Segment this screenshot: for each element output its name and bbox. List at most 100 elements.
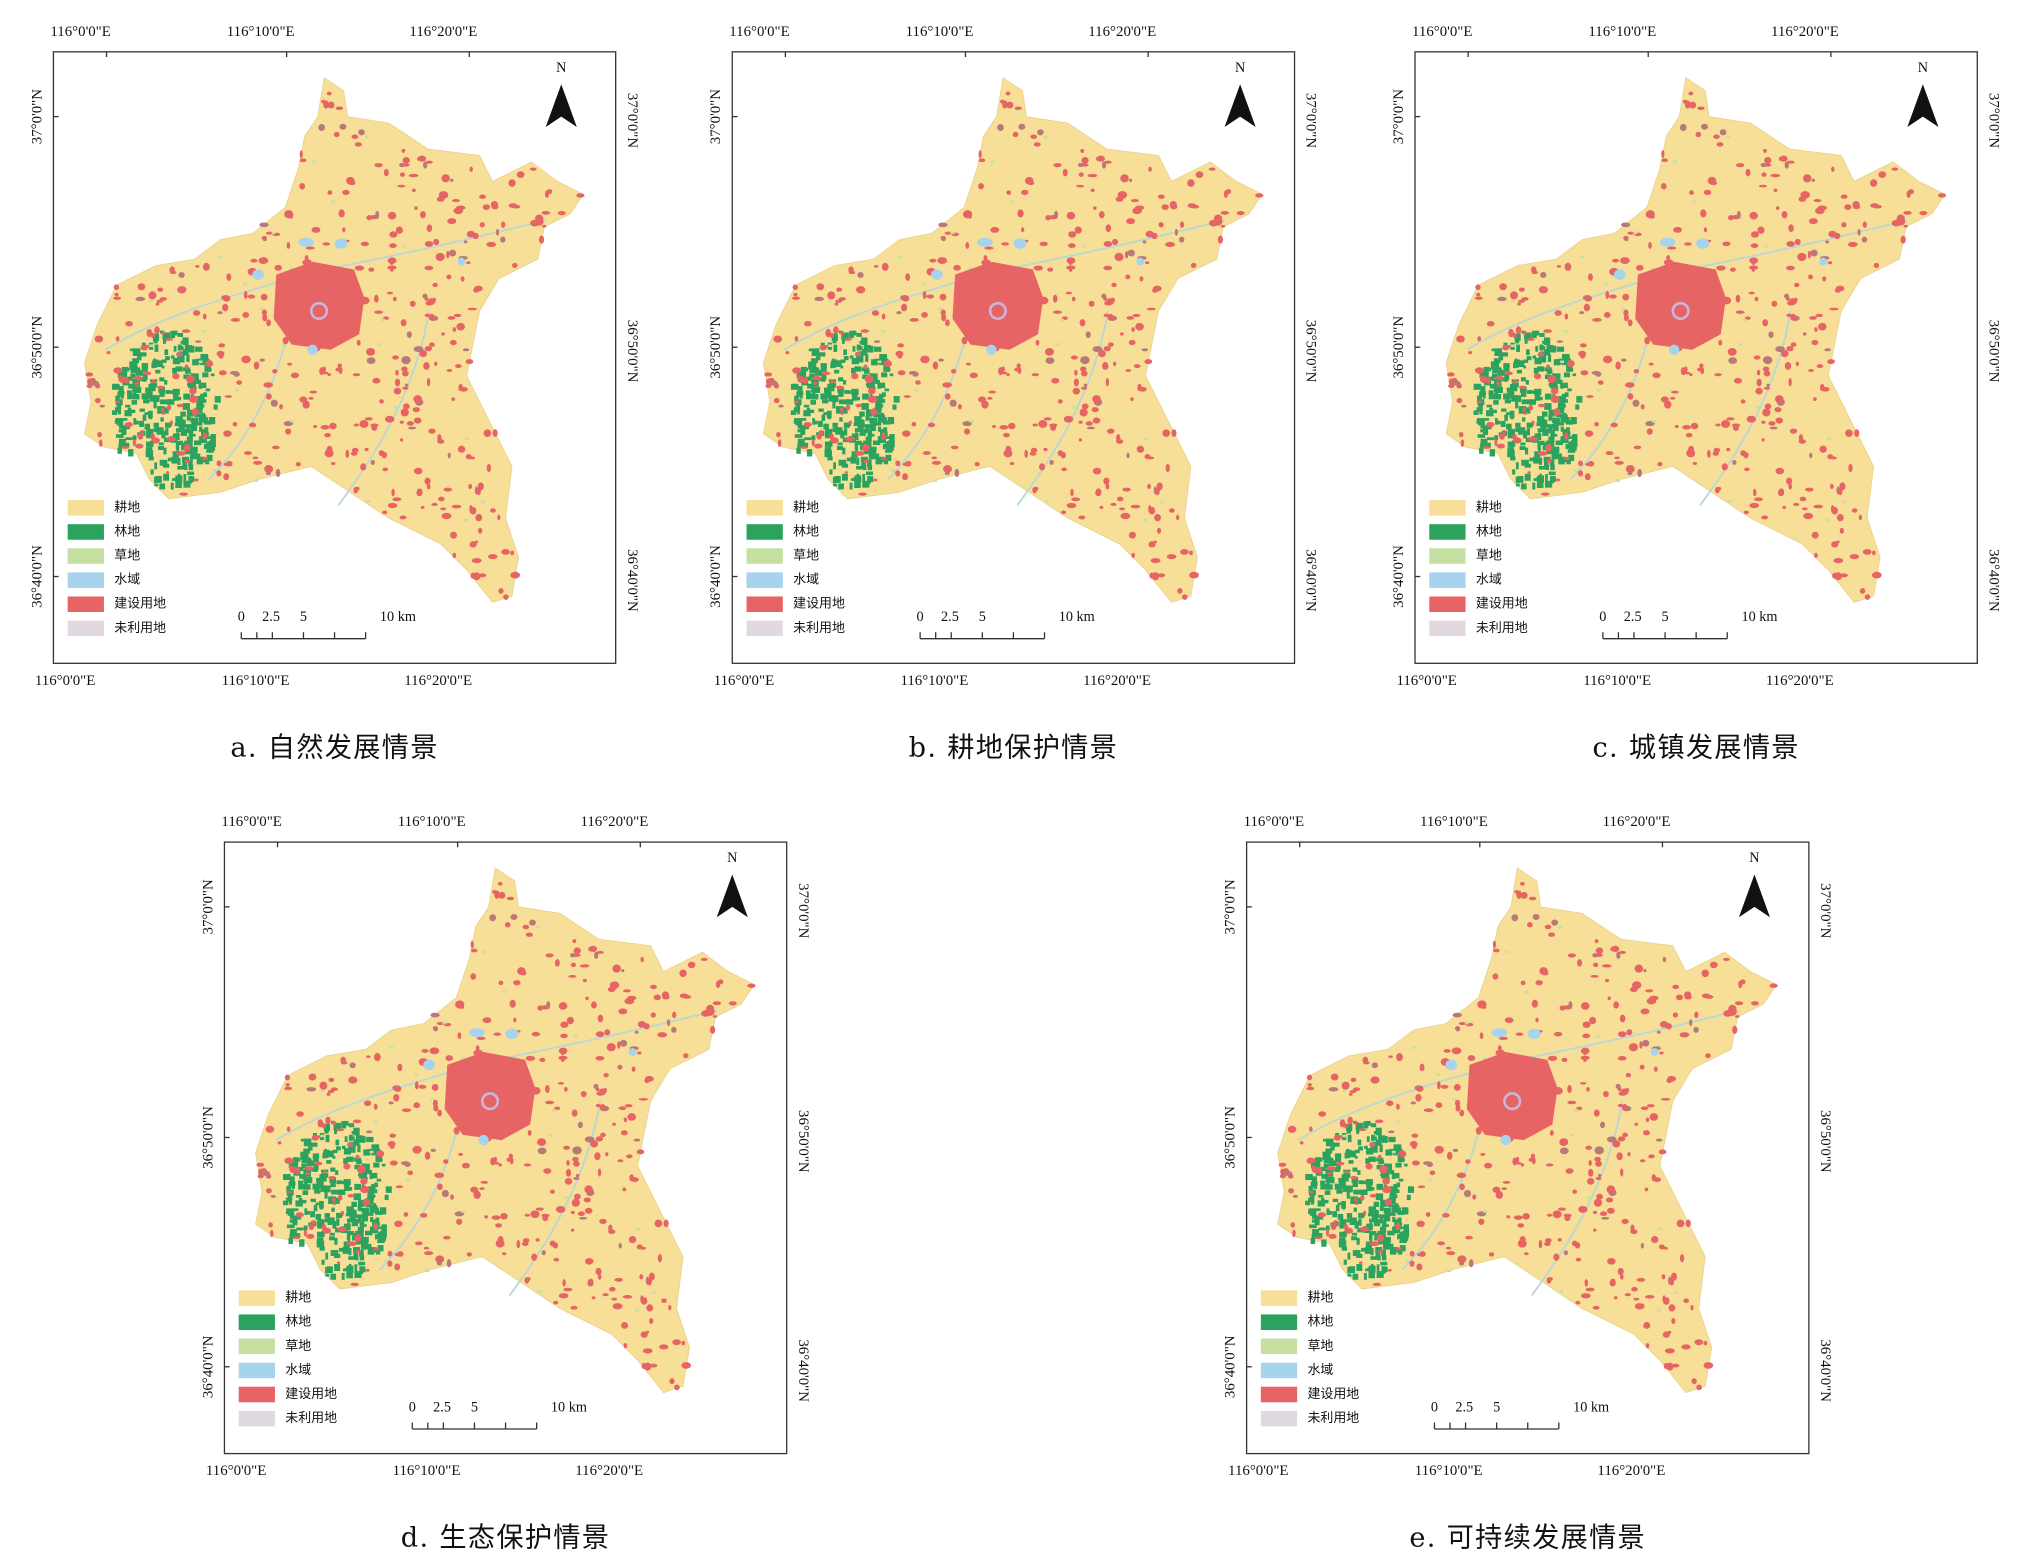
legend-label: 建设用地 [285,1387,337,1402]
scale-label: 5 [300,609,307,625]
lon-label-bottom: 116°0'0"E [35,673,95,689]
legend-swatch [67,572,104,588]
legend-swatch [1429,620,1466,637]
legend-swatch [1260,1410,1298,1427]
scale-label: 10 km [1059,609,1095,625]
lat-label-right: 37°0'0"N [1985,93,2001,148]
legend-label: 水域 [1307,1363,1333,1378]
legend-swatch [746,572,783,588]
north-label: N [1749,850,1759,866]
scale-label: 5 [1661,609,1668,625]
legend-label: 耕地 [1476,499,1502,515]
scale-label: 10 km [380,609,416,625]
map-panel: 116°0'0"E 116°0'0"E 116°10'0"E 116°10'0"E 11… [29,24,640,689]
lon-label-bottom: 116°0'0"E [1228,1463,1288,1479]
lat-label-left: 37°0'0"N [200,879,216,934]
legend-label: 水域 [114,573,140,588]
lat-label-left: 37°0'0"N [1222,879,1238,934]
lon-label-bottom: 116°10'0"E [1583,673,1651,689]
legend-swatch [238,1386,275,1403]
lat-label-right: 36°40'0"N [1985,549,2001,612]
legend-swatch [67,548,104,564]
lat-label-left: 36°40'0"N [1222,1335,1238,1398]
map-panel: 116°0'0"E 116°0'0"E 116°10'0"E 116°10'0"E 11… [1222,814,1833,1479]
legend-label: 草地 [1307,1339,1333,1354]
legend-swatch [1260,1386,1298,1403]
legend-label: 草地 [1476,549,1502,564]
scale-label: 10 km [551,1400,587,1416]
lon-label-bottom: 116°20'0"E [404,673,472,689]
legend-label: 水域 [1476,573,1502,588]
legend-label: 耕地 [114,499,140,515]
legend-label: 建设用地 [114,597,166,612]
legend-label: 林地 [1307,1315,1333,1330]
legend-swatch [1260,1314,1298,1330]
legend-label: 林地 [114,524,140,539]
legend-label: 未利用地 [285,1411,337,1426]
legend-swatch [746,524,783,540]
north-label: N [1918,60,1928,76]
map-panel: 116°0'0"E 116°0'0"E 116°10'0"E 116°10'0"E 11… [200,814,811,1479]
lon-label-bottom: 116°20'0"E [575,1463,643,1479]
lon-label-bottom: 116°20'0"E [1083,673,1151,689]
lon-label-bottom: 116°20'0"E [1766,673,1834,689]
legend-label: 水域 [285,1363,311,1378]
lat-label-left: 36°40'0"N [1391,545,1407,608]
panel-caption: e. 可持续发展情景 [1409,1523,1646,1554]
panel-caption: b. 耕地保护情景 [909,732,1118,763]
legend-label: 建设用地 [1307,1387,1359,1402]
panel-caption: c. 城镇发展情景 [1593,732,1800,763]
north-label: N [727,850,737,866]
legend-label: 未利用地 [114,621,166,636]
lon-label-top: 116°0'0"E [50,24,110,40]
map-panel: 116°0'0"E 116°0'0"E 116°10'0"E 116°10'0"E 11… [708,24,1319,689]
lat-label-left: 36°50'0"N [1391,316,1407,379]
scale-label: 2.5 [1624,609,1642,625]
lon-label-bottom: 116°10'0"E [900,673,968,689]
lon-label-top: 116°10'0"E [227,24,295,40]
scale-label: 0 [1431,1400,1438,1416]
legend-swatch [238,1362,275,1379]
legend-swatch [67,596,104,613]
legend-swatch [1429,500,1466,516]
lat-label-left: 37°0'0"N [29,89,45,144]
north-label: N [556,60,566,76]
legend-label: 建设用地 [793,597,845,612]
lon-label-top: 116°20'0"E [409,24,477,40]
lon-label-top: 116°20'0"E [1771,24,1839,40]
lat-label-right: 36°50'0"N [795,1110,811,1173]
legend-swatch [746,596,783,613]
lon-label-top: 116°10'0"E [1420,814,1488,830]
lat-label-left: 36°50'0"N [1222,1106,1238,1169]
lat-label-left: 36°40'0"N [200,1335,216,1398]
lon-label-top: 116°10'0"E [906,24,974,40]
legend-label: 草地 [285,1339,311,1354]
legend-label: 林地 [793,524,819,539]
legend-label: 耕地 [1307,1290,1333,1306]
lon-label-top: 116°10'0"E [1588,24,1656,40]
lon-label-bottom: 116°0'0"E [714,673,774,689]
lat-label-right: 36°50'0"N [624,320,640,383]
north-arrow [1738,874,1770,918]
lat-label-left: 37°0'0"N [1391,89,1407,144]
legend-swatch [746,500,783,516]
legend-swatch [1260,1290,1298,1306]
scale-label: 10 km [1573,1400,1609,1416]
legend-label: 水域 [793,573,819,588]
scale-label: 0 [409,1400,416,1416]
lat-label-right: 36°50'0"N [1817,1110,1833,1173]
legend-label: 耕地 [285,1290,311,1306]
legend-label: 草地 [793,549,819,564]
north-arrow [545,84,577,127]
legend-swatch [746,548,783,564]
lat-label-right: 36°40'0"N [1817,1339,1833,1402]
lat-label-right: 36°50'0"N [1303,320,1319,383]
lat-label-right: 37°0'0"N [795,883,811,938]
north-arrow [1224,84,1256,127]
lon-label-bottom: 116°0'0"E [1396,673,1456,689]
legend-swatch [238,1290,275,1306]
scale-label: 2.5 [262,609,280,625]
scale-label: 5 [471,1400,478,1416]
